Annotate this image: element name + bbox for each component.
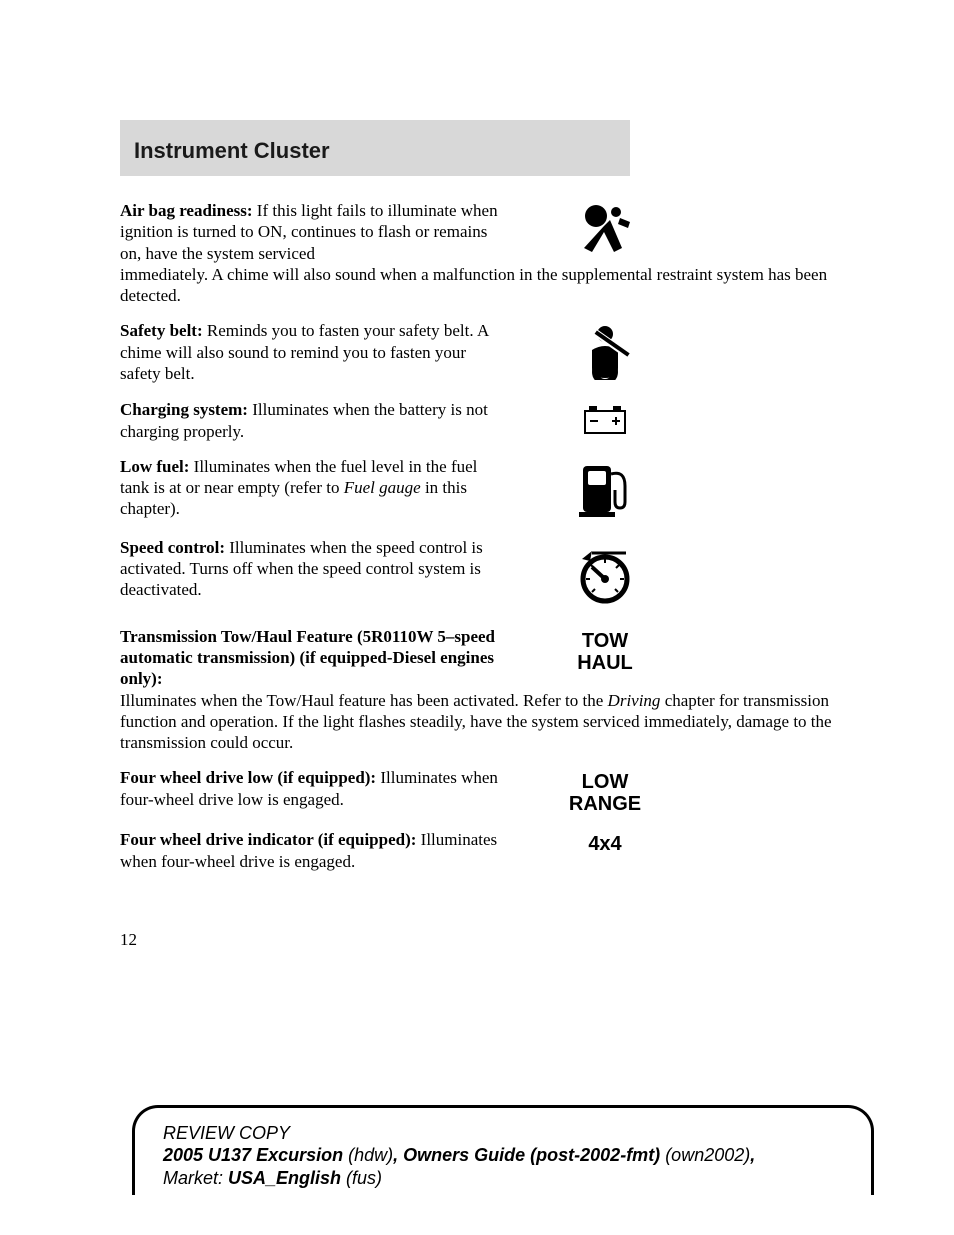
section-safetybelt: Safety belt: Reminds you to fasten your …: [120, 320, 834, 385]
speed-label: Speed control:: [120, 538, 225, 557]
fwd-label: Four wheel drive indicator (if equipped)…: [120, 830, 416, 849]
page-content: Instrument Cluster Air bag readiness: If…: [0, 0, 954, 872]
lowrange-l2: RANGE: [569, 793, 641, 815]
footer-l3: Market: USA_English (fus): [163, 1167, 843, 1190]
airbag-icon: [500, 200, 710, 259]
fourxfour-text: 4x4: [500, 833, 710, 856]
airbag-label: Air bag readiness:: [120, 201, 253, 220]
footer-box: REVIEW COPY 2005 U137 Excursion (hdw), O…: [132, 1105, 874, 1196]
towhaul-l2: HAUL: [577, 652, 633, 674]
towhaul-label: Transmission Tow/Haul Feature (5R0110W 5…: [120, 627, 495, 689]
footer-l2: 2005 U137 Excursion (hdw), Owners Guide …: [163, 1144, 843, 1167]
footer-l3a: Market:: [163, 1168, 228, 1188]
fwd-text: Four wheel drive indicator (if equipped)…: [120, 829, 500, 872]
lowfuel-label: Low fuel:: [120, 457, 189, 476]
seatbelt-icon: [500, 320, 710, 385]
towhaul-italic: Driving: [608, 691, 661, 710]
footer-l2c: ,: [393, 1145, 403, 1165]
fwdlow-text: Four wheel drive low (if equipped): Illu…: [120, 767, 500, 810]
charging-text: Charging system: Illuminates when the ba…: [120, 399, 500, 442]
speed-text: Speed control: Illuminates when the spee…: [120, 537, 500, 601]
airbag-text-full: immediately. A chime will also sound whe…: [120, 264, 834, 307]
lowrange-l1: LOW: [582, 771, 629, 793]
section-fwd: Four wheel drive indicator (if equipped)…: [120, 829, 834, 872]
lowfuel-text: Low fuel: Illuminates when the fuel leve…: [120, 456, 500, 520]
speedometer-icon: [500, 537, 710, 612]
towhaul-l1: TOW: [582, 630, 628, 652]
towhaul-body-a: Illuminates when the Tow/Haul feature ha…: [120, 691, 608, 710]
charging-label: Charging system:: [120, 400, 248, 419]
fwdlow-label: Four wheel drive low (if equipped):: [120, 768, 376, 787]
safetybelt-label: Safety belt:: [120, 321, 203, 340]
battery-icon: [500, 399, 710, 440]
footer-l2f: ,: [750, 1145, 755, 1165]
section-header-bar: Instrument Cluster: [120, 120, 630, 176]
footer-l3b: USA_English: [228, 1168, 341, 1188]
footer-l1: REVIEW COPY: [163, 1122, 843, 1145]
footer-l2e: (own2002): [660, 1145, 750, 1165]
fuel-pump-icon: [500, 456, 710, 523]
section-towhaul: Transmission Tow/Haul Feature (5R0110W 5…: [120, 626, 834, 754]
section-speedcontrol: Speed control: Illuminates when the spee…: [120, 537, 834, 612]
section-fwdlow: Four wheel drive low (if equipped): Illu…: [120, 767, 834, 815]
section-header-title: Instrument Cluster: [134, 138, 616, 164]
towhaul-label-block: Transmission Tow/Haul Feature (5R0110W 5…: [120, 626, 500, 690]
page-number: 12: [120, 930, 137, 950]
fourxfour-indicator: 4x4: [500, 829, 710, 856]
lowfuel-italic: Fuel gauge: [344, 478, 421, 497]
section-airbag: Air bag readiness: If this light fails t…: [120, 200, 834, 306]
footer-l2d: Owners Guide (post-2002-fmt): [403, 1145, 660, 1165]
airbag-text-narrow: Air bag readiness: If this light fails t…: [120, 200, 500, 264]
safetybelt-text: Safety belt: Reminds you to fasten your …: [120, 320, 500, 384]
section-lowfuel: Low fuel: Illuminates when the fuel leve…: [120, 456, 834, 523]
footer-l3c: (fus): [341, 1168, 382, 1188]
lowrange-indicator: LOW RANGE: [500, 767, 710, 815]
section-charging: Charging system: Illuminates when the ba…: [120, 399, 834, 442]
footer-l2b: (hdw): [343, 1145, 393, 1165]
footer-l2a: 2005 U137 Excursion: [163, 1145, 343, 1165]
towhaul-indicator: TOW HAUL: [500, 626, 710, 674]
towhaul-text-full: Illuminates when the Tow/Haul feature ha…: [120, 690, 834, 754]
